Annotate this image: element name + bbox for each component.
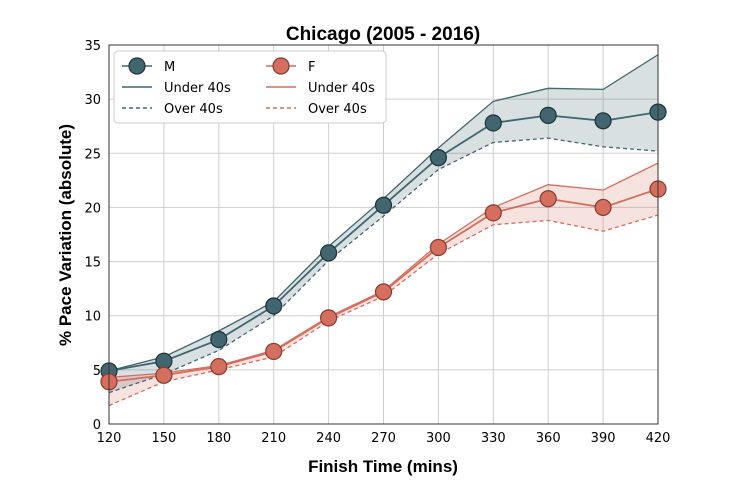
marker-m bbox=[210, 330, 228, 349]
marker-m bbox=[429, 149, 447, 167]
x-tick-label: 360 bbox=[536, 431, 561, 446]
legend-m-label: M bbox=[164, 60, 175, 75]
legend-box bbox=[113, 50, 387, 124]
marker-m bbox=[320, 244, 338, 262]
x-tick-label: 210 bbox=[261, 431, 286, 446]
x-tick-label: 240 bbox=[316, 431, 341, 446]
line-m-over40 bbox=[108, 137, 659, 394]
x-tick-label: 180 bbox=[206, 431, 231, 446]
legend-f-label: F bbox=[308, 60, 315, 75]
legend-m-marker bbox=[128, 57, 146, 75]
y-axis-label: % Pace Variation (absolute) bbox=[56, 124, 75, 346]
marker-f bbox=[539, 190, 557, 208]
x-tick-label: 420 bbox=[646, 431, 671, 446]
x-axis-label: Finish Time (mins) bbox=[308, 457, 458, 476]
legend-f-over-label: Over 40s bbox=[308, 102, 367, 117]
x-tick-label: 330 bbox=[481, 431, 506, 446]
marker-m bbox=[374, 196, 393, 214]
y-tick-label: 0 bbox=[93, 418, 101, 433]
marker-f bbox=[210, 358, 228, 376]
chart-title: Chicago (2005 - 2016) bbox=[286, 24, 480, 45]
marker-f bbox=[374, 283, 393, 301]
marker-m bbox=[265, 297, 283, 315]
x-tick-labels: 120 150 180 210 240 270 300 330 360 390 420 bbox=[97, 431, 671, 446]
marker-f bbox=[320, 309, 338, 327]
x-tick-label: 150 bbox=[151, 431, 176, 446]
y-tick-label: 10 bbox=[84, 310, 101, 325]
marker-m bbox=[539, 106, 557, 124]
marker-f bbox=[155, 366, 173, 384]
marker-f bbox=[594, 198, 612, 217]
y-tick-label: 15 bbox=[84, 256, 101, 271]
y-tick-labels: 0 5 10 15 20 25 30 35 bbox=[84, 39, 101, 433]
plot-frame bbox=[108, 44, 659, 425]
x-tick-label: 390 bbox=[591, 431, 616, 446]
legend-f-marker bbox=[272, 57, 290, 75]
legend-f-under-label: Under 40s bbox=[308, 81, 375, 96]
legend-m-over-label: Over 40s bbox=[164, 102, 223, 117]
marker-f bbox=[265, 342, 283, 361]
legend: M Under 40s Over 40s F Under 40s Over 40… bbox=[113, 50, 387, 124]
y-tick-label: 5 bbox=[93, 364, 101, 379]
legend-m-under-label: Under 40s bbox=[164, 81, 231, 96]
series-markers bbox=[100, 103, 667, 391]
x-tick-label: 270 bbox=[371, 431, 396, 446]
marker-m bbox=[484, 114, 502, 132]
y-tick-label: 20 bbox=[84, 201, 101, 216]
band-m bbox=[109, 54, 658, 393]
marker-f bbox=[484, 204, 502, 222]
y-tick-label: 35 bbox=[84, 39, 101, 54]
x-tick-label: 120 bbox=[97, 431, 122, 446]
y-tick-label: 30 bbox=[84, 93, 101, 108]
y-tick-label: 25 bbox=[84, 147, 101, 162]
marker-f bbox=[429, 238, 447, 257]
marker-m bbox=[594, 112, 612, 130]
x-tick-label: 300 bbox=[426, 431, 451, 446]
